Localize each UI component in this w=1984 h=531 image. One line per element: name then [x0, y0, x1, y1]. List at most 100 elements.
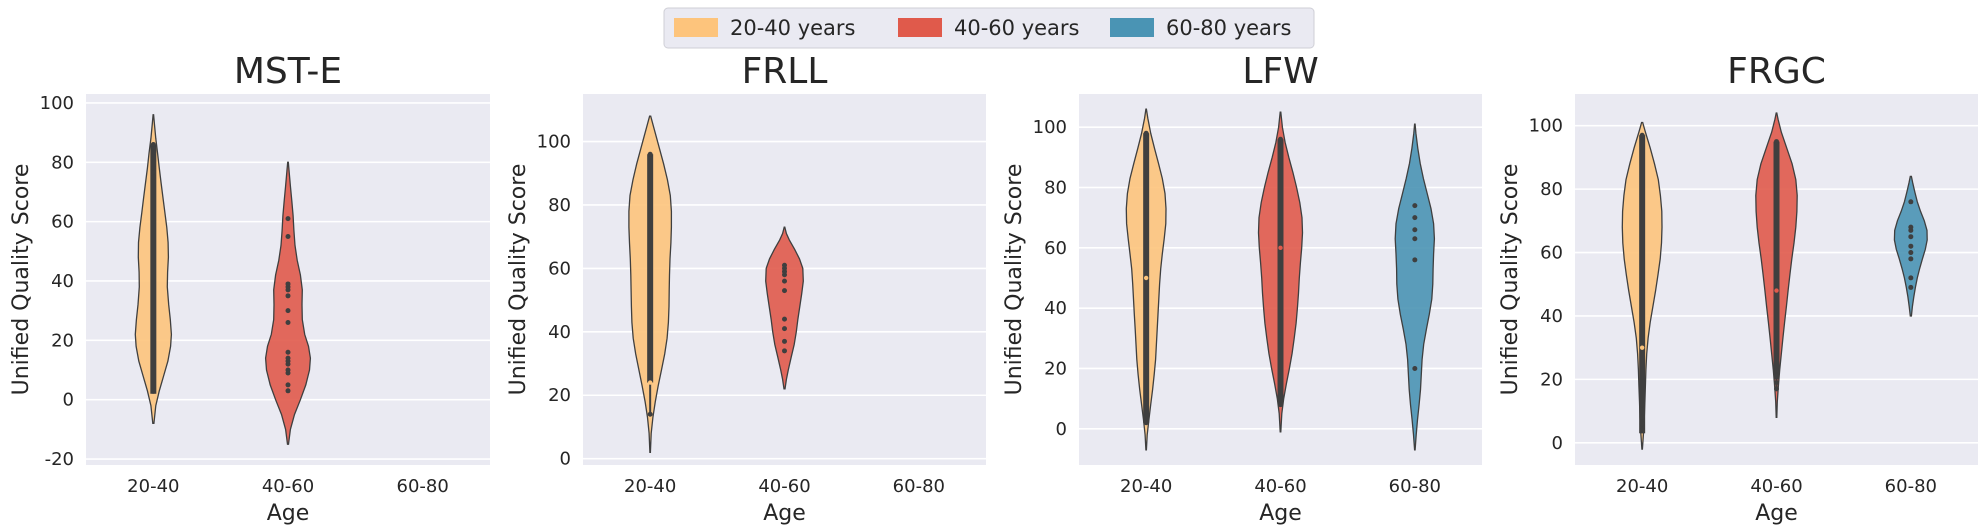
y-tick-label: 60 — [1044, 238, 1067, 259]
data-point — [1774, 380, 1779, 386]
y-tick-label: 40 — [51, 271, 74, 292]
data-point — [1278, 402, 1283, 408]
violin-box — [150, 144, 157, 394]
y-tick-label: 80 — [1540, 179, 1563, 200]
data-point — [1412, 215, 1418, 221]
legend-entry: 20-40 years — [674, 16, 856, 40]
chart-panel: 0 20 40 60 80 100 20-40 40-60 60-80 Age Unified Qu… — [506, 51, 986, 526]
data-point — [285, 388, 291, 394]
data-point — [285, 293, 291, 299]
data-point — [1412, 257, 1418, 263]
y-tick-label: 60 — [51, 212, 74, 233]
data-point — [1639, 427, 1645, 433]
data-point — [782, 278, 787, 284]
data-point — [1774, 386, 1779, 392]
data-point — [285, 281, 291, 287]
x-tick-label: 60-80 — [893, 476, 945, 497]
data-point — [782, 316, 787, 322]
data-point — [1639, 421, 1645, 427]
y-tick-label: 20 — [548, 385, 571, 406]
y-tick-label: 0 — [63, 390, 74, 411]
x-axis-label: Age — [267, 501, 310, 526]
violin-box — [1639, 135, 1646, 434]
legend: 20-40 years 40-60 years 60-80 years — [663, 7, 1315, 49]
data-point — [150, 165, 156, 171]
y-tick-label: 100 — [537, 132, 571, 153]
data-point — [1143, 130, 1149, 136]
y-tick-label: 100 — [1033, 117, 1067, 138]
y-tick-label: 20 — [1540, 369, 1563, 390]
violin-box — [647, 154, 654, 383]
data-point — [782, 348, 787, 354]
violin-box — [1773, 141, 1780, 380]
violin-median — [1639, 345, 1645, 350]
legend-label: 60-80 years — [1166, 16, 1292, 40]
data-point — [782, 338, 787, 344]
y-tick-label: 100 — [40, 93, 74, 114]
legend-label: 40-60 years — [954, 16, 1080, 40]
legend-entry: 60-80 years — [1110, 16, 1292, 40]
data-point — [1639, 132, 1645, 138]
x-tick-label: 60-80 — [1389, 476, 1441, 497]
chart-panel: 0 20 40 60 80 100 20-40 40-60 60-80 Age Unified Qu… — [1002, 51, 1482, 526]
data-point — [1908, 275, 1914, 281]
legend-label: 20-40 years — [730, 16, 856, 40]
data-point — [285, 233, 291, 239]
y-tick-label: 80 — [1044, 178, 1067, 199]
data-point — [782, 288, 787, 294]
y-tick-label: 40 — [548, 322, 571, 343]
violin-body — [765, 226, 804, 390]
violin-body — [264, 161, 312, 445]
data-point — [285, 308, 291, 314]
legend-swatch — [674, 18, 718, 37]
violin-box — [1277, 139, 1284, 405]
y-tick-label: 60 — [1540, 243, 1563, 264]
y-tick-label: -20 — [45, 449, 74, 470]
x-tick-label: 20-40 — [127, 476, 179, 497]
x-tick-label: 20-40 — [624, 476, 676, 497]
legend-swatch — [898, 18, 942, 37]
legend-swatch — [1110, 18, 1154, 37]
chart-panel: -20 0 20 40 60 80 100 20-40 40-60 60-80 Age Unified… — [9, 51, 490, 526]
data-point — [647, 411, 653, 417]
data-point — [1412, 236, 1418, 242]
legend-entry: 40-60 years — [898, 16, 1080, 40]
y-tick-label: 80 — [51, 152, 74, 173]
y-tick-label: 80 — [548, 195, 571, 216]
chart-panel: 0 20 40 60 80 100 20-40 40-60 60-80 Age Unified Qu… — [1498, 51, 1978, 526]
data-point — [150, 141, 156, 147]
panel-title: FRLL — [742, 51, 828, 92]
data-point — [1908, 199, 1914, 205]
data-point — [1908, 256, 1914, 262]
data-point — [1639, 402, 1645, 408]
data-point — [150, 388, 156, 394]
x-tick-label: 20-40 — [1120, 476, 1172, 497]
violin-median — [1774, 288, 1779, 293]
y-tick-label: 40 — [1044, 298, 1067, 319]
data-point — [647, 151, 653, 157]
y-tick-label: 100 — [1529, 116, 1563, 137]
data-point — [1774, 373, 1779, 379]
y-tick-label: 40 — [1540, 306, 1563, 327]
x-tick-label: 60-80 — [397, 476, 449, 497]
data-point — [285, 216, 291, 222]
data-point — [285, 355, 291, 361]
y-tick-label: 0 — [1552, 433, 1563, 454]
data-point — [285, 382, 291, 388]
violin-body — [1394, 123, 1436, 451]
panels: -20 0 20 40 60 80 100 20-40 40-60 60-80 Age Unified… — [9, 51, 1978, 526]
y-axis-label: Unified Quality Score — [1002, 164, 1027, 396]
violin-median — [1278, 245, 1283, 251]
data-point — [1774, 139, 1779, 145]
data-point — [1143, 420, 1149, 426]
data-point — [1412, 365, 1418, 371]
y-tick-label: 20 — [1044, 358, 1067, 379]
x-tick-label: 40-60 — [262, 476, 314, 497]
data-point — [1908, 234, 1914, 240]
y-axis-label: Unified Quality Score — [9, 164, 34, 396]
x-axis-label: Age — [1259, 501, 1302, 526]
violin-median — [1143, 275, 1149, 281]
data-point — [1412, 203, 1418, 209]
data-point — [1908, 243, 1914, 249]
